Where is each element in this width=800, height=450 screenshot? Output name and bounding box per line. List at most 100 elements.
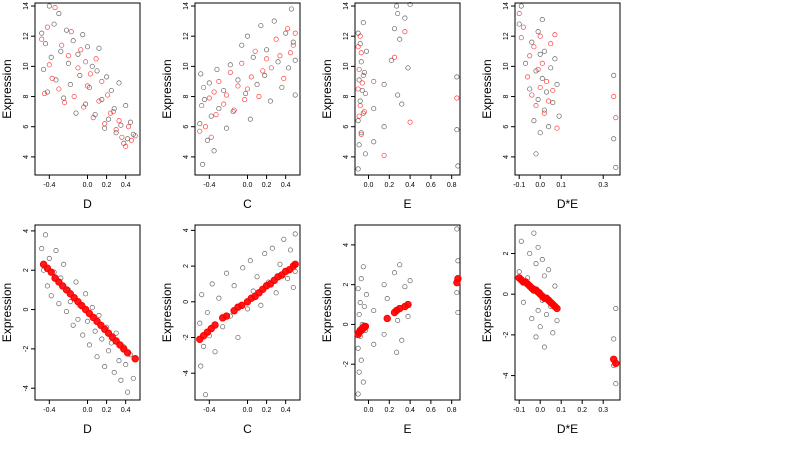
data-point — [81, 104, 87, 110]
data-point — [550, 330, 556, 336]
data-point — [256, 93, 262, 100]
x-tick-label: 0.4 — [281, 407, 291, 414]
data-point — [46, 3, 52, 9]
data-point — [613, 164, 619, 171]
y-tick-label: 2 — [23, 268, 30, 272]
data-point — [105, 348, 112, 354]
x-axis-title: D — [83, 422, 92, 436]
y-tick-label: 12 — [23, 32, 30, 40]
data-point — [247, 116, 253, 122]
data-point — [402, 15, 408, 21]
data-point — [537, 51, 543, 57]
data-point — [118, 377, 124, 383]
data-point — [355, 345, 361, 351]
data-point — [402, 29, 408, 35]
data-point — [269, 245, 275, 251]
data-point — [96, 98, 102, 104]
data-point — [356, 113, 362, 119]
data-point — [102, 121, 108, 127]
data-point — [223, 270, 230, 276]
data-point — [231, 283, 237, 289]
data-point — [395, 317, 401, 324]
data-point — [535, 66, 541, 72]
data-point — [546, 267, 552, 273]
data-point — [271, 18, 277, 24]
x-axis-title: D*E — [557, 197, 578, 211]
data-point — [70, 322, 76, 328]
data-point — [250, 54, 256, 60]
data-point — [118, 122, 124, 128]
x-axis-title: E — [403, 422, 411, 436]
data-point — [371, 78, 377, 85]
y-tick-label: 12 — [503, 32, 510, 40]
data-point — [80, 32, 86, 38]
data-point — [363, 292, 369, 298]
data-point — [212, 349, 218, 355]
data-point — [531, 118, 537, 124]
data-point — [243, 90, 249, 97]
data-point — [254, 81, 260, 88]
series-0 — [516, 3, 619, 171]
data-point — [41, 90, 48, 97]
x-tick-label: -0.4 — [43, 407, 55, 414]
data-point — [541, 344, 547, 350]
series-0 — [197, 6, 298, 167]
data-point — [553, 304, 561, 313]
data-point — [522, 60, 529, 66]
data-point — [99, 97, 105, 103]
panel-p2: -0.4 0.0 0.2 0.4 4 6 8 10 12 14 C Expression — [160, 2, 301, 211]
data-point — [381, 331, 387, 337]
data-point — [359, 80, 365, 86]
data-point — [397, 262, 403, 268]
x-tick-label: 0.4 — [405, 407, 415, 414]
y-tick-label: 10 — [183, 62, 190, 70]
data-point — [262, 72, 268, 78]
data-point — [111, 106, 117, 112]
y-tick-label: 10 — [23, 62, 30, 70]
y-tick-label: 14 — [183, 2, 190, 10]
data-point — [541, 107, 547, 113]
data-point — [281, 75, 287, 81]
data-point — [239, 60, 245, 66]
series-1 — [39, 260, 139, 363]
data-point — [84, 318, 91, 324]
data-point — [394, 3, 400, 9]
data-point — [48, 293, 54, 299]
data-point — [247, 258, 253, 264]
data-point — [227, 62, 233, 68]
data-point — [84, 83, 91, 89]
data-point — [49, 75, 55, 81]
data-point — [381, 152, 387, 158]
data-point — [67, 81, 73, 88]
y-tick-label: 2 — [183, 264, 190, 268]
x-tick-label: 0.2 — [384, 407, 394, 414]
data-point — [83, 59, 89, 65]
data-point — [206, 95, 212, 101]
data-point — [68, 29, 74, 35]
data-point — [108, 87, 114, 94]
data-point — [202, 124, 209, 130]
data-point — [525, 74, 531, 80]
data-point — [384, 296, 390, 302]
data-point — [516, 21, 522, 27]
data-point — [362, 151, 368, 157]
data-point — [541, 48, 547, 54]
data-point — [285, 65, 292, 71]
data-point — [227, 69, 233, 75]
data-point — [244, 33, 251, 39]
data-point — [113, 130, 119, 136]
data-point — [92, 328, 98, 334]
data-point — [96, 312, 102, 318]
y-tick-label: 4 — [503, 155, 510, 159]
data-point — [238, 301, 246, 310]
data-point — [61, 261, 67, 267]
data-point — [358, 130, 364, 136]
data-point — [554, 318, 560, 324]
y-tick-label: 2 — [503, 251, 510, 255]
data-point — [361, 109, 367, 115]
x-axis-title: C — [243, 197, 252, 211]
data-point — [358, 131, 364, 137]
data-point — [77, 72, 83, 78]
data-point — [198, 71, 204, 77]
